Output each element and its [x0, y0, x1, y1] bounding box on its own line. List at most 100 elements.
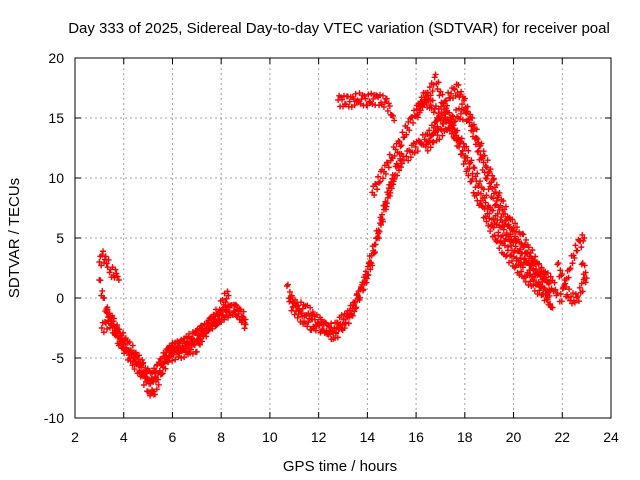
data-point [493, 221, 500, 228]
data-point [512, 220, 519, 227]
data-point [114, 322, 121, 329]
data-point [552, 286, 559, 293]
data-point [427, 92, 434, 99]
data-point [98, 325, 105, 331]
data-point [334, 319, 341, 326]
data-point [116, 326, 123, 333]
data-point [501, 206, 508, 213]
data-point [182, 345, 189, 352]
data-point [104, 306, 111, 313]
data-point [450, 85, 457, 92]
data-point [426, 127, 433, 134]
data-point [492, 189, 499, 196]
data-point [127, 347, 134, 354]
data-point [398, 142, 405, 149]
data-point [490, 195, 497, 202]
data-point [242, 321, 249, 328]
data-point [429, 88, 436, 95]
data-point [193, 348, 200, 355]
data-point [459, 116, 466, 123]
data-point [547, 301, 554, 307]
data-point [498, 214, 505, 221]
data-point [377, 178, 384, 185]
data-point [494, 217, 501, 224]
data-point [148, 387, 155, 394]
data-point [348, 311, 355, 318]
data-point [439, 91, 446, 98]
data-point [384, 107, 391, 114]
data-point [487, 166, 494, 173]
data-point [288, 292, 295, 299]
data-point [579, 231, 586, 238]
data-point [114, 273, 121, 280]
data-point [181, 354, 188, 361]
data-point [459, 101, 466, 108]
data-point [240, 314, 247, 321]
data-point [370, 250, 377, 257]
data-point [463, 143, 470, 150]
data-point [295, 311, 302, 318]
data-point [438, 109, 445, 116]
data-point [379, 175, 386, 182]
data-point [338, 312, 345, 319]
data-point [546, 292, 553, 299]
data-point [293, 303, 300, 310]
data-point [474, 148, 481, 155]
data-point [480, 159, 487, 166]
data-point [436, 92, 443, 99]
data-point [299, 313, 306, 320]
data-point [111, 274, 118, 281]
data-point [453, 106, 460, 113]
data-point [424, 104, 431, 111]
data-point [304, 323, 311, 330]
data-point [532, 253, 539, 260]
data-point [394, 149, 401, 156]
data-point [502, 203, 509, 210]
data-point [493, 181, 500, 188]
data-point [170, 351, 177, 358]
data-point [578, 261, 585, 268]
data-point [129, 342, 136, 349]
data-point [219, 307, 226, 314]
data-point [365, 272, 372, 279]
data-point [406, 147, 413, 154]
data-point [493, 197, 500, 204]
data-point [307, 304, 314, 311]
data-point [105, 318, 112, 325]
data-point [462, 158, 469, 165]
data-point [363, 275, 370, 282]
data-point [142, 364, 149, 371]
data-point [458, 150, 465, 157]
data-point [477, 190, 484, 197]
data-point [465, 147, 472, 154]
data-point [410, 107, 417, 114]
series-track-4 [103, 301, 249, 387]
data-point [428, 132, 435, 139]
x-tick-label: 18 [457, 429, 473, 445]
data-point [523, 236, 530, 243]
data-point [499, 232, 506, 239]
data-point [409, 113, 416, 120]
data-point [512, 243, 519, 250]
data-point [106, 269, 113, 276]
data-point [96, 259, 103, 265]
data-point [417, 107, 424, 114]
y-tick-label: 5 [56, 230, 64, 246]
data-point [298, 310, 305, 317]
data-point [399, 129, 406, 136]
data-point [530, 277, 537, 284]
data-point [431, 74, 438, 81]
data-point [430, 124, 437, 131]
data-point [353, 304, 360, 311]
data-point [396, 138, 403, 145]
data-point [352, 298, 359, 305]
data-point [475, 190, 482, 197]
data-point [385, 164, 392, 171]
data-point [410, 119, 417, 126]
data-point [370, 95, 377, 102]
data-point [448, 130, 455, 137]
data-point [100, 329, 107, 336]
data-point [379, 216, 386, 223]
y-tick-label: 0 [56, 290, 64, 306]
data-point [430, 81, 437, 88]
